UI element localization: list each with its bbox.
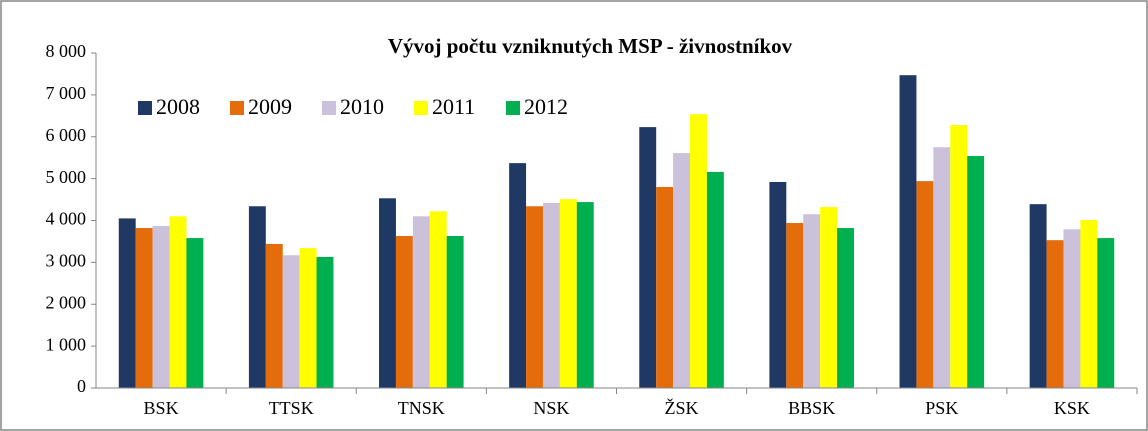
bar xyxy=(395,235,413,388)
legend-label: 2012 xyxy=(524,94,568,119)
legend-label: 2009 xyxy=(248,94,292,119)
x-tick-label: TTSK xyxy=(269,398,314,418)
x-tick-label: BBSK xyxy=(788,398,835,418)
bar xyxy=(673,153,691,388)
legend-label: 2010 xyxy=(340,94,384,119)
legend-swatch xyxy=(506,101,520,115)
bar xyxy=(803,214,821,388)
bar xyxy=(820,207,838,388)
chart-title: Vývoj počtu vzniknutých MSP - živnostník… xyxy=(388,34,793,58)
bar xyxy=(690,114,707,388)
y-tick-label: 1 000 xyxy=(46,334,87,354)
legend-swatch xyxy=(414,101,428,115)
bar xyxy=(1046,240,1064,388)
bar xyxy=(786,223,804,388)
bar xyxy=(950,125,968,389)
y-tick-label: 3 000 xyxy=(46,251,87,271)
legend-swatch xyxy=(322,101,336,115)
y-tick-label: 7 000 xyxy=(46,83,87,103)
x-tick-label: TNSK xyxy=(398,398,445,418)
bar xyxy=(1063,229,1081,388)
bar xyxy=(837,228,854,388)
bar xyxy=(526,206,543,388)
y-tick-label: 4 000 xyxy=(46,209,87,229)
bar xyxy=(639,127,657,389)
bar xyxy=(1097,238,1115,388)
x-tick-label: NSK xyxy=(533,398,569,418)
y-tick-label: 0 xyxy=(77,376,86,396)
legend-label: 2008 xyxy=(156,94,200,119)
bar xyxy=(379,198,396,388)
bar xyxy=(1080,220,1098,388)
x-tick-label: PSK xyxy=(925,398,958,418)
bar xyxy=(967,156,985,388)
bar xyxy=(412,216,430,388)
x-tick-label: KSK xyxy=(1054,398,1090,418)
bar xyxy=(169,216,187,388)
bar xyxy=(299,248,317,388)
bar xyxy=(248,206,266,388)
legend-swatch xyxy=(138,101,152,115)
bar xyxy=(899,75,917,388)
bar xyxy=(916,181,934,388)
bar xyxy=(1029,204,1047,388)
bar xyxy=(656,187,674,388)
bar xyxy=(282,255,300,388)
legend-label: 2011 xyxy=(432,94,475,119)
y-tick-label: 8 000 xyxy=(46,41,87,61)
bar xyxy=(933,147,951,388)
y-tick-label: 5 000 xyxy=(46,167,87,187)
bar xyxy=(542,202,560,388)
bar xyxy=(769,181,787,388)
bar xyxy=(152,225,170,388)
x-tick-label: ŽSK xyxy=(665,397,699,418)
y-tick-label: 2 000 xyxy=(46,292,87,312)
legend-swatch xyxy=(230,101,244,115)
bar xyxy=(559,199,577,388)
bar xyxy=(135,228,153,388)
bar xyxy=(118,218,136,388)
y-tick-label: 6 000 xyxy=(46,125,87,145)
bar xyxy=(446,235,464,388)
bar xyxy=(186,238,204,388)
bar xyxy=(706,171,724,388)
bar xyxy=(265,243,283,388)
bar xyxy=(576,202,594,388)
bar xyxy=(429,211,447,388)
bar xyxy=(509,163,527,388)
x-tick-label: BSK xyxy=(144,398,179,418)
bar xyxy=(316,256,334,388)
